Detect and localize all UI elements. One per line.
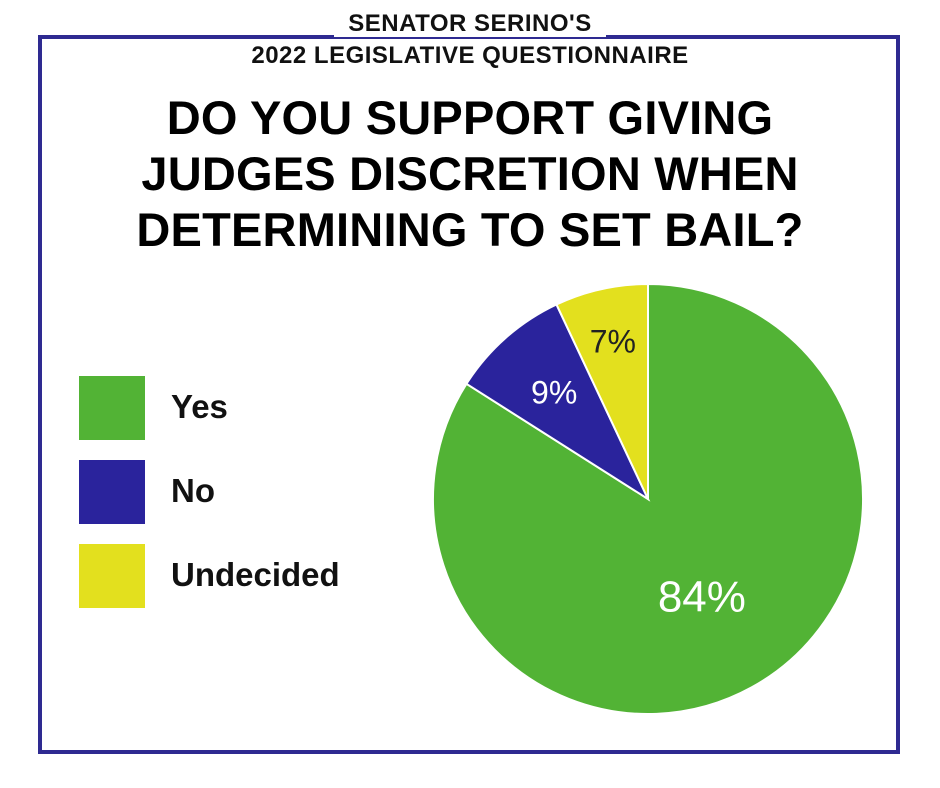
legend-label-undecided: Undecided (171, 556, 340, 593)
legend-label-yes: Yes (171, 388, 228, 425)
questionnaire-header: SENATOR SERINO'S 2022 LEGISLATIVE QUESTI… (0, 8, 940, 72)
pie-slice-yes (432, 282, 864, 715)
header-subtitle: 2022 LEGISLATIVE QUESTIONNAIRE (251, 42, 689, 69)
header-title: SENATOR SERINO'S (334, 10, 606, 37)
question-title: DO YOU SUPPORT GIVING JUDGES DISCRETION … (0, 90, 940, 258)
pie-chart: 84% 9% 7% (432, 282, 864, 715)
legend-swatch-yes (79, 376, 145, 440)
pie-label-yes: 84% (658, 572, 746, 621)
chart-frame (38, 35, 900, 754)
pie-label-no: 9% (531, 375, 577, 411)
pie-slice-undecided (555, 282, 649, 500)
question-line-3: DETERMINING TO SET BAIL? (136, 203, 804, 256)
question-line-1: DO YOU SUPPORT GIVING (166, 91, 774, 144)
pie-slice-no (465, 303, 651, 502)
legend-label-no: No (171, 472, 215, 509)
legend-swatch-no (79, 460, 145, 524)
legend-swatch-undecided (79, 544, 145, 608)
question-line-2: JUDGES DISCRETION WHEN (141, 147, 799, 200)
pie-label-undecided: 7% (590, 324, 636, 360)
